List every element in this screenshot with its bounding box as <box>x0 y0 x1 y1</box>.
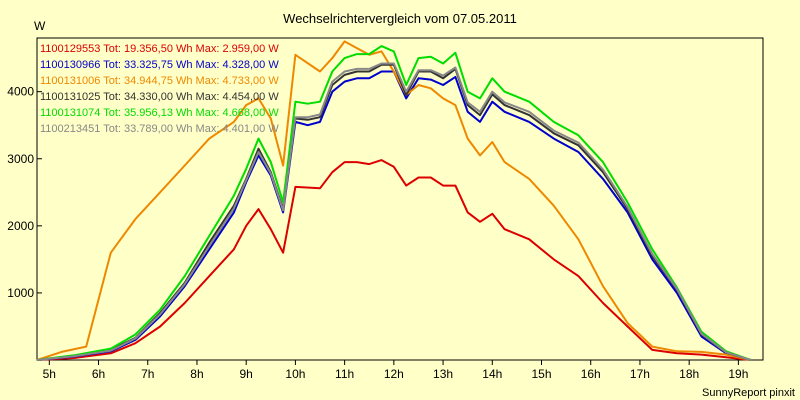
legend-entry-1100131025: 1100131025 Tot: 34.330,00 Wh Max: 4.454,… <box>40 91 279 103</box>
legend-entry-1100129553: 1100129553 Tot: 19.356,50 Wh Max: 2.959,… <box>40 43 279 55</box>
series-line-1100131025 <box>36 63 751 361</box>
x-tick-label: 10h <box>285 367 305 381</box>
x-tick-label: 19h <box>728 367 748 381</box>
x-tick-label: 16h <box>581 367 601 381</box>
x-tick-label: 9h <box>240 367 253 381</box>
series-line-1100131006 <box>36 40 751 361</box>
chart-title: Wechselrichtervergleich vom 07.05.2011 <box>283 11 517 26</box>
x-tick-label: 6h <box>92 367 105 381</box>
x-tick-label: 17h <box>630 367 650 381</box>
y-tick-label: 3000 <box>7 152 34 166</box>
legend-entry-1100213451: 1100213451 Tot: 33.789,00 Wh Max: 4.401,… <box>40 123 279 135</box>
y-tick-label: 2000 <box>7 219 34 233</box>
y-tick-label: 1000 <box>7 286 34 300</box>
legend-entry-1100130966: 1100130966 Tot: 33.325,75 Wh Max: 4.328,… <box>40 59 279 71</box>
series-line-1100130966 <box>36 70 751 361</box>
x-tick-label: 18h <box>679 367 699 381</box>
footer-credit: SunnyReport pinxit <box>702 387 795 399</box>
series-line-1100131074 <box>36 45 752 361</box>
x-axis: 5h 6h 7h 8h 9h 10h 11h 12h 13h 14h 15h 16h 17h 18h 19h <box>43 360 748 381</box>
y-axis: 1000 2000 3000 4000 <box>7 85 42 300</box>
x-tick-label: 7h <box>141 367 154 381</box>
x-tick-label: 15h <box>531 367 551 381</box>
legend: 1100129553 Tot: 19.356,50 Wh Max: 2.959,… <box>40 43 279 135</box>
x-tick-label: 8h <box>190 367 203 381</box>
y-axis-unit-label: W <box>34 19 46 33</box>
series-line-1100213451 <box>36 62 751 361</box>
series-lines <box>36 40 752 361</box>
series-line-1100129553 <box>36 159 751 361</box>
x-tick-label: 12h <box>384 367 404 381</box>
plot-area <box>36 37 764 361</box>
x-tick-label: 13h <box>433 367 453 381</box>
legend-entry-1100131074: 1100131074 Tot: 35.956,13 Wh Max: 4.668,… <box>40 107 279 119</box>
legend-entry-1100131006: 1100131006 Tot: 34.944,75 Wh Max: 4.733,… <box>40 75 279 87</box>
y-tick-label: 4000 <box>7 85 34 99</box>
x-tick-label: 5h <box>43 367 56 381</box>
x-tick-label: 14h <box>482 367 502 381</box>
x-tick-label: 11h <box>335 367 354 381</box>
